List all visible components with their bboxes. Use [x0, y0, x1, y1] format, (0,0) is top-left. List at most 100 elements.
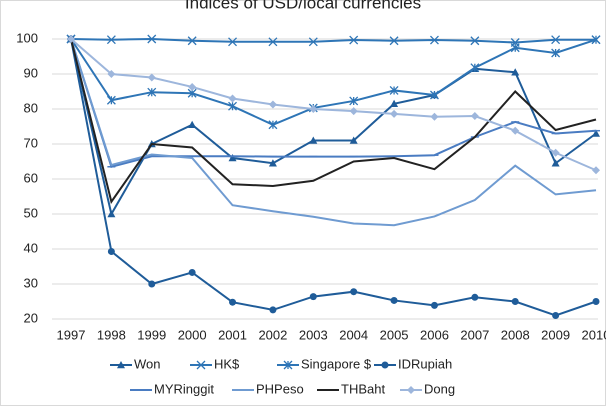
marker	[470, 112, 479, 120]
y-tick-label: 70	[24, 135, 38, 150]
x-tick-label: 1997	[57, 327, 86, 342]
marker	[470, 63, 480, 73]
marker	[471, 293, 479, 301]
marker	[407, 386, 415, 394]
legend-label: Dong	[424, 381, 455, 396]
marker	[390, 296, 398, 304]
marker	[106, 35, 116, 45]
marker	[381, 361, 389, 369]
marker	[228, 154, 237, 162]
series-line	[70, 38, 597, 172]
x-tick-label: 2007	[460, 327, 489, 342]
marker	[551, 35, 561, 45]
marker	[309, 105, 318, 113]
y-tick-label: 80	[24, 100, 38, 115]
legend-label: PHPeso	[256, 381, 304, 396]
marker	[67, 35, 75, 43]
marker	[510, 43, 520, 53]
legend-label: IDRupiah	[398, 356, 452, 371]
marker	[511, 298, 519, 305]
marker	[107, 70, 116, 78]
marker	[309, 293, 317, 301]
x-tick-label: 2010	[582, 327, 606, 342]
marker	[470, 36, 480, 46]
marker	[349, 35, 359, 45]
marker	[147, 73, 156, 82]
x-tick-label: 2008	[501, 327, 530, 342]
marker	[309, 136, 318, 144]
marker	[187, 36, 197, 46]
marker	[229, 298, 237, 306]
x-tick-label: 1998	[97, 327, 126, 342]
series-line	[70, 37, 596, 44]
marker	[592, 129, 600, 137]
marker	[349, 107, 358, 116]
marker	[511, 126, 520, 135]
marker	[350, 288, 358, 296]
marker	[106, 95, 116, 105]
legend-label: HK$	[214, 356, 240, 371]
x-tick-label: 2004	[339, 327, 368, 342]
legend-label: THBaht	[341, 381, 385, 396]
series-line	[70, 38, 597, 317]
marker	[592, 166, 600, 175]
marker	[552, 312, 560, 319]
marker	[349, 136, 358, 144]
marker	[196, 360, 206, 370]
marker	[591, 35, 601, 45]
legend-label: MYRinggit	[154, 381, 214, 396]
marker	[430, 112, 439, 121]
marker	[390, 99, 399, 107]
y-tick-label: 40	[24, 240, 38, 255]
series-line	[70, 38, 597, 168]
marker	[148, 280, 156, 288]
marker	[390, 109, 399, 118]
marker	[389, 85, 399, 95]
marker	[147, 87, 157, 97]
marker	[268, 159, 277, 167]
x-tick-label: 2002	[258, 327, 287, 342]
marker	[349, 96, 359, 106]
legend-label: Won	[134, 356, 161, 371]
marker	[268, 100, 277, 109]
x-tick-label: 2003	[299, 327, 328, 342]
marker	[269, 306, 277, 314]
marker	[511, 68, 520, 76]
legend-label: Singapore $	[301, 356, 372, 371]
marker	[592, 298, 600, 305]
x-tick-label: 1999	[137, 327, 166, 342]
marker	[147, 34, 157, 44]
marker	[430, 301, 438, 309]
marker	[117, 361, 125, 369]
marker	[308, 37, 318, 47]
marker	[268, 120, 278, 130]
marker	[430, 35, 439, 45]
marker	[188, 268, 196, 276]
marker	[551, 159, 560, 167]
x-tick-label: 2006	[420, 327, 449, 342]
y-tick-label: 90	[24, 65, 38, 80]
marker	[551, 48, 561, 58]
marker	[283, 360, 293, 370]
marker	[268, 37, 278, 47]
marker	[107, 210, 116, 218]
marker	[188, 120, 197, 128]
series-line	[70, 38, 597, 227]
y-tick-label: 50	[24, 205, 38, 220]
y-tick-label: 60	[24, 170, 38, 185]
chart-title: Indices of USD/local currencies	[185, 0, 421, 12]
marker	[430, 90, 439, 100]
series-line	[70, 38, 597, 217]
series-line	[70, 38, 597, 205]
marker	[107, 247, 115, 255]
marker	[228, 37, 237, 47]
marker	[389, 36, 399, 46]
y-tick-label: 100	[16, 30, 38, 45]
marker	[551, 148, 560, 157]
x-tick-label: 2005	[380, 327, 409, 342]
marker	[228, 101, 237, 111]
series-line	[70, 38, 597, 126]
